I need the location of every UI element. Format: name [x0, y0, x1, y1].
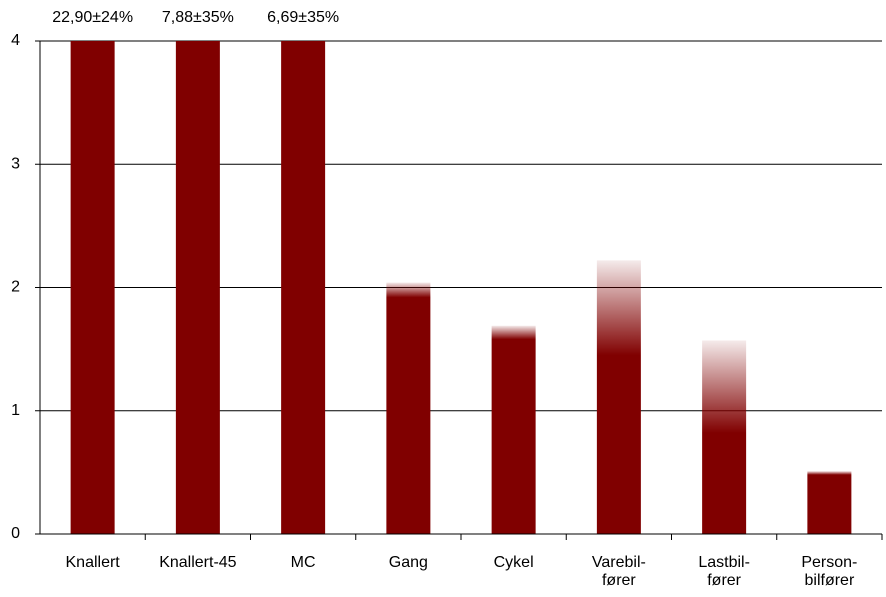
x-tick-label: Varebil- fører	[591, 554, 646, 589]
bar	[70, 41, 115, 534]
x-tick-label: Knallert	[65, 554, 120, 571]
y-tick-label: 3	[11, 155, 20, 172]
y-tick-label: 2	[11, 279, 20, 296]
value-label: 6,69±35%	[267, 9, 339, 26]
x-tick-label: Person- bilfører	[801, 554, 858, 589]
x-tick-label: Lastbil- fører	[698, 554, 750, 589]
y-tick-label: 1	[11, 402, 20, 419]
bar	[491, 325, 536, 534]
value-label: 22,90±24%	[52, 9, 133, 26]
y-tick-label: 0	[11, 525, 20, 542]
bar	[281, 41, 326, 534]
x-tick-label: Gang	[388, 554, 428, 571]
bar	[596, 260, 641, 534]
x-tick-label: MC	[290, 554, 316, 571]
bar	[807, 471, 852, 534]
bar	[702, 340, 747, 534]
x-tick-label: Knallert-45	[159, 554, 237, 571]
y-tick-label: 4	[11, 32, 20, 49]
plot-area	[70, 41, 852, 534]
value-label: 7,88±35%	[162, 9, 234, 26]
bar	[175, 41, 220, 534]
x-tick-label: Cykel	[493, 554, 534, 571]
bar	[386, 282, 431, 534]
